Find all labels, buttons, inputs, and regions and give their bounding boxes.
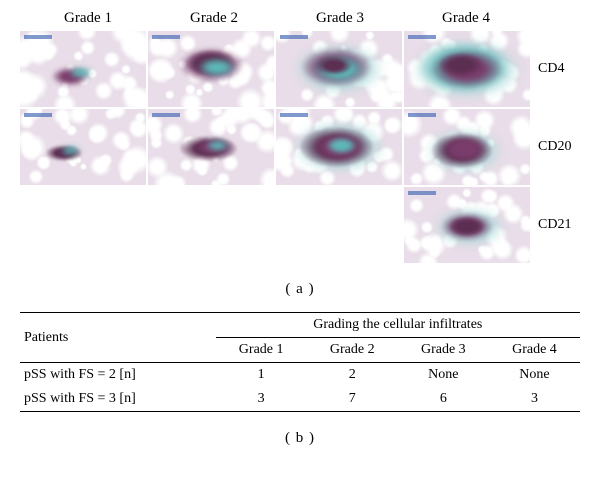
grade-header: Grade 1	[25, 10, 151, 27]
histology-row-cd21: CD21	[20, 187, 580, 263]
grading-table: Patients Grading the cellular infiltrate…	[20, 312, 580, 412]
panel-b-label: ( b )	[20, 430, 580, 447]
histology-tile	[276, 109, 402, 185]
grade-header: Grade 2	[151, 10, 277, 27]
histology-tile	[20, 109, 146, 185]
table-row-label: pSS with FS = 3 [n]	[20, 387, 216, 412]
histology-tile	[148, 31, 274, 107]
table-col-header: Grade 4	[489, 338, 580, 363]
table-cell: 2	[307, 363, 398, 388]
table-cell: None	[489, 363, 580, 388]
table-header-grading: Grading the cellular infiltrates	[216, 313, 580, 338]
table-cell: 1	[216, 363, 307, 388]
table-cell: None	[398, 363, 489, 388]
row-label-cd21: CD21	[538, 217, 571, 233]
row-label-cd4: CD4	[538, 61, 564, 77]
table-cell: 7	[307, 387, 398, 412]
histology-tile	[404, 109, 530, 185]
histology-tile	[404, 187, 530, 263]
table-row-label: pSS with FS = 2 [n]	[20, 363, 216, 388]
table-cell: 3	[489, 387, 580, 412]
table-cell: 3	[216, 387, 307, 412]
histology-tile	[20, 31, 146, 107]
table-col-header: Grade 3	[398, 338, 489, 363]
table-col-header: Grade 2	[307, 338, 398, 363]
table-cell: 6	[398, 387, 489, 412]
histology-tile	[404, 31, 530, 107]
panel-a: Grade 1 Grade 2 Grade 3 Grade 4 CD4 CD20…	[20, 10, 580, 298]
panel-a-label: ( a )	[20, 281, 580, 298]
grade-header: Grade 3	[277, 10, 403, 27]
table-header-patients: Patients	[20, 313, 216, 363]
panel-b: Patients Grading the cellular infiltrate…	[20, 312, 580, 447]
histology-row-cd20: CD20	[20, 109, 580, 185]
table-col-header: Grade 1	[216, 338, 307, 363]
grade-headers-row: Grade 1 Grade 2 Grade 3 Grade 4	[20, 10, 580, 27]
histology-row-cd4: CD4	[20, 31, 580, 107]
histology-tile	[148, 109, 274, 185]
grade-header: Grade 4	[403, 10, 529, 27]
histology-grid: CD4 CD20 CD21	[20, 31, 580, 263]
histology-tile	[276, 31, 402, 107]
row-label-cd20: CD20	[538, 139, 571, 155]
